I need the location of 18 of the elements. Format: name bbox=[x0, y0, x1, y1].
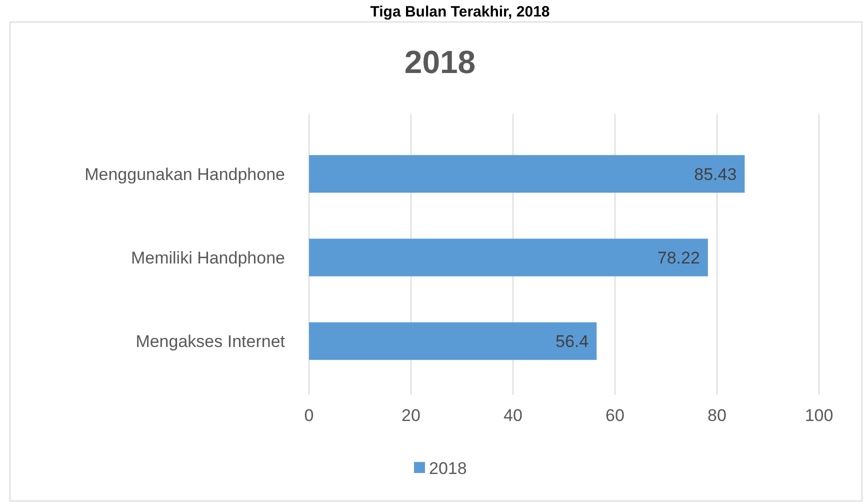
bar bbox=[309, 322, 597, 360]
y-tick-label: Mengakses Internet bbox=[136, 332, 286, 352]
x-tick-label: 100 bbox=[804, 406, 834, 425]
bar bbox=[309, 155, 745, 193]
x-tick-label: 80 bbox=[708, 406, 726, 425]
bar bbox=[309, 238, 708, 276]
y-tick-label: Menggunakan Handphone bbox=[84, 164, 285, 184]
data-label: 85.43 bbox=[694, 164, 737, 184]
chart-title: 2018 bbox=[404, 44, 476, 80]
x-tick-label: 0 bbox=[304, 406, 314, 425]
text: Tiga Bulan Terakhir, 2018 bbox=[370, 3, 550, 20]
x-tick-label: 40 bbox=[504, 406, 522, 425]
legend-label: 2018 bbox=[429, 458, 467, 478]
data-label: 78.22 bbox=[657, 248, 700, 268]
x-tick-label: 20 bbox=[402, 406, 420, 425]
y-tick-label: Memiliki Handphone bbox=[130, 248, 285, 268]
data-label: 56.4 bbox=[556, 332, 589, 352]
x-tick-label: 60 bbox=[606, 406, 624, 425]
